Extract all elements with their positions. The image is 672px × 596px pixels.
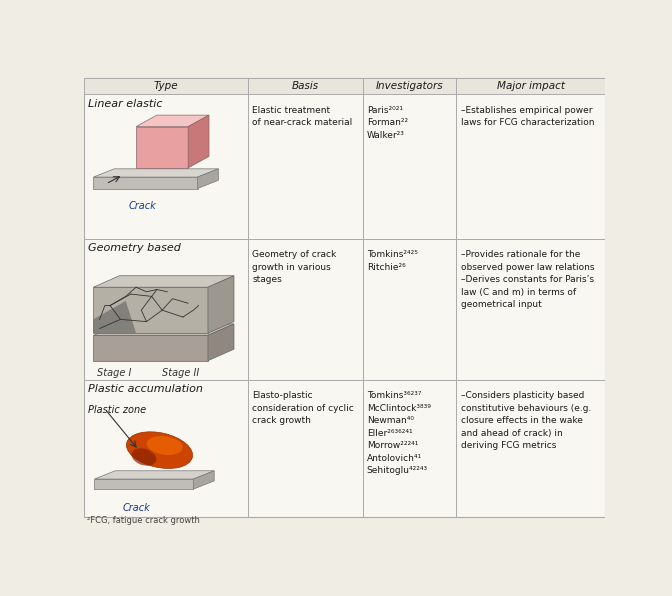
Polygon shape xyxy=(208,324,234,361)
Ellipse shape xyxy=(132,448,157,465)
Polygon shape xyxy=(136,126,188,168)
Ellipse shape xyxy=(146,436,183,455)
Text: Elasto-plastic
consideration of cyclic
crack growth: Elasto-plastic consideration of cyclic c… xyxy=(252,392,354,426)
Text: Elastic treatment
of near-crack material: Elastic treatment of near-crack material xyxy=(252,106,353,128)
Text: Major impact: Major impact xyxy=(497,82,564,91)
Text: –Establishes empirical power
laws for FCG characterization: –Establishes empirical power laws for FC… xyxy=(460,106,594,128)
Text: Basis: Basis xyxy=(292,82,319,91)
Polygon shape xyxy=(198,169,218,188)
Polygon shape xyxy=(208,276,234,333)
Text: Plastic zone: Plastic zone xyxy=(88,405,146,415)
Polygon shape xyxy=(93,287,208,333)
Text: ²FCG, fatigue crack growth: ²FCG, fatigue crack growth xyxy=(87,516,200,525)
Text: Geometry of crack
growth in various
stages: Geometry of crack growth in various stag… xyxy=(252,250,337,284)
Text: Stage II: Stage II xyxy=(162,368,200,378)
Text: Paris²⁰²¹
Forman²²
Walker²³: Paris²⁰²¹ Forman²² Walker²³ xyxy=(367,106,408,140)
Bar xyxy=(84,79,605,95)
Ellipse shape xyxy=(126,432,193,468)
Polygon shape xyxy=(93,276,234,287)
Polygon shape xyxy=(93,336,208,361)
Text: Type: Type xyxy=(154,82,178,91)
Text: Linear elastic: Linear elastic xyxy=(88,99,163,109)
Text: –Provides rationale for the
observed power law relations
–Derives constants for : –Provides rationale for the observed pow… xyxy=(460,250,594,309)
Text: Geometry based: Geometry based xyxy=(88,243,181,253)
Polygon shape xyxy=(93,301,136,333)
Polygon shape xyxy=(93,169,218,177)
Polygon shape xyxy=(188,115,209,168)
Text: Tomkins²⁴²⁵
Ritchie²⁶: Tomkins²⁴²⁵ Ritchie²⁶ xyxy=(367,250,418,272)
Polygon shape xyxy=(194,471,214,489)
Polygon shape xyxy=(93,177,198,188)
Text: Plastic accumulation: Plastic accumulation xyxy=(88,384,203,393)
Text: Stage I: Stage I xyxy=(97,368,132,378)
Text: –Considers plasticity based
constitutive behaviours (e.g.
closure effects in the: –Considers plasticity based constitutive… xyxy=(460,392,591,451)
Polygon shape xyxy=(136,115,209,126)
Text: Tomkins³⁶²³⁷
McClintock³⁸³⁹
Newman⁴⁰
Eller²⁶³⁶²⁴¹
Morrow²²²⁴¹
Antolovich⁴¹
Sehit: Tomkins³⁶²³⁷ McClintock³⁸³⁹ Newman⁴⁰ Ell… xyxy=(367,392,431,476)
Text: Crack: Crack xyxy=(128,201,156,211)
Polygon shape xyxy=(93,324,234,336)
Polygon shape xyxy=(94,479,194,489)
Polygon shape xyxy=(94,471,214,479)
Text: Crack: Crack xyxy=(123,503,151,513)
Text: Investigators: Investigators xyxy=(376,82,444,91)
